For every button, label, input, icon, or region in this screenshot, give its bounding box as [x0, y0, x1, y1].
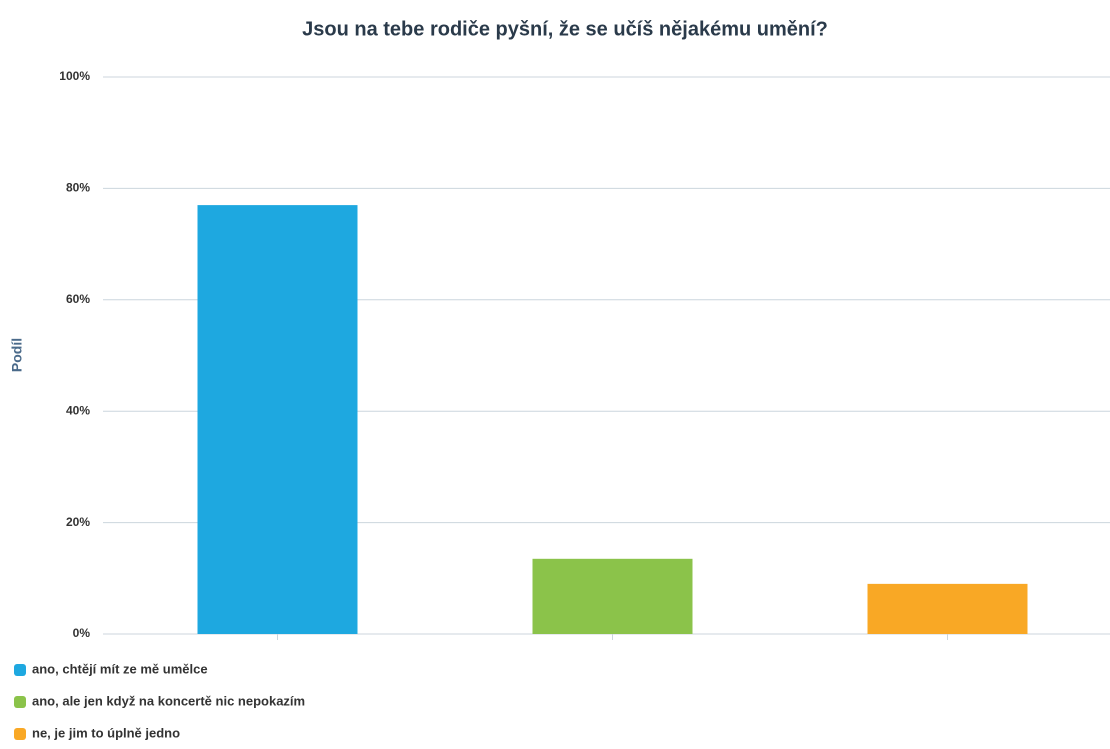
legend-swatch: [14, 728, 26, 740]
y-tick-label: 0%: [73, 626, 91, 640]
chart-title: Jsou na tebe rodiče pyšní, že se učíš ně…: [302, 18, 828, 40]
legend-swatch: [14, 664, 26, 676]
y-axis-label: Podíl: [9, 338, 25, 372]
legend-label: ano, chtějí mít ze mě umělce: [32, 661, 208, 676]
legend-label: ano, ale jen když na koncertě nic nepoka…: [32, 693, 305, 708]
y-tick-label: 60%: [66, 292, 90, 306]
y-tick-label: 20%: [66, 515, 90, 529]
y-tick-label: 100%: [59, 69, 90, 83]
bar: [867, 583, 1028, 634]
y-tick-label: 80%: [66, 181, 90, 195]
bar: [197, 205, 358, 635]
legend-swatch: [14, 696, 26, 708]
y-tick-label: 40%: [66, 403, 90, 417]
bar: [532, 558, 693, 634]
legend-label: ne, je jim to úplně jedno: [32, 725, 180, 740]
